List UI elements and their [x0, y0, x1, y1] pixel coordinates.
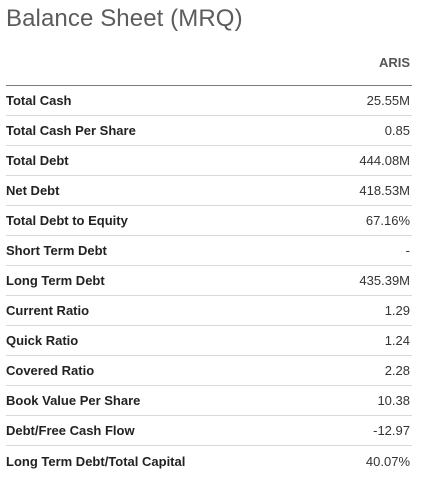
metric-column-header	[6, 40, 299, 86]
page-title: Balance Sheet (MRQ)	[6, 5, 243, 32]
row-label: Long Term Debt/Total Capital	[6, 454, 186, 469]
row-label: Current Ratio	[6, 295, 299, 326]
table-row: Covered Ratio 2.28	[6, 355, 412, 386]
table-header-row: ARIS	[6, 40, 412, 86]
row-value: 10.38	[298, 385, 412, 416]
row-value: 67.16%	[298, 205, 412, 236]
row-value: 1.29	[298, 295, 412, 326]
row-label: Debt/Free Cash Flow	[6, 415, 299, 446]
row-value: 418.53M	[298, 175, 412, 206]
table-row: Current Ratio 1.29	[6, 295, 412, 326]
row-value: 2.28	[298, 355, 412, 386]
row-value: -12.97	[298, 415, 412, 446]
table-header: ARIS	[6, 40, 412, 86]
row-label: Total Cash	[6, 85, 299, 116]
row-label: Long Term Debt	[6, 265, 299, 296]
row-label: Short Term Debt	[6, 235, 299, 266]
table-row: Total Debt to Equity 67.16%	[6, 205, 412, 236]
table-row: Debt/Free Cash Flow -12.97	[6, 415, 412, 446]
row-value: 435.39M	[298, 265, 412, 296]
table-row: Net Debt 418.53M	[6, 175, 412, 206]
table-row: Book Value Per Share 10.38	[6, 385, 412, 416]
table-row: Short Term Debt -	[6, 235, 412, 266]
row-label: Covered Ratio	[6, 355, 299, 386]
table-row: Total Cash 25.55M	[6, 85, 412, 116]
row-value: 0.85	[298, 115, 412, 146]
table-row: Long Term Debt/Total Capital 40.07%	[6, 446, 412, 478]
table-row: Quick Ratio 1.24	[6, 325, 412, 356]
row-label: Quick Ratio	[6, 325, 299, 356]
row-value: 444.08M	[298, 145, 412, 176]
row-value: 25.55M	[298, 85, 412, 116]
ticker-column-header: ARIS	[298, 40, 412, 86]
row-label: Total Cash Per Share	[6, 115, 299, 146]
balance-sheet-table: ARIS Total Cash 25.55M Total Cash Per Sh…	[6, 40, 412, 477]
row-label: Book Value Per Share	[6, 385, 299, 416]
row-label: Total Debt to Equity	[6, 205, 299, 236]
row-value: 40.07%	[365, 454, 410, 469]
row-value: 1.24	[298, 325, 412, 356]
table-row: Total Debt 444.08M	[6, 145, 412, 176]
table-row: Long Term Debt 435.39M	[6, 265, 412, 296]
table-row: Total Cash Per Share 0.85	[6, 115, 412, 146]
row-label: Net Debt	[6, 175, 299, 206]
row-label: Total Debt	[6, 145, 299, 176]
table-body: Total Cash 25.55M Total Cash Per Share 0…	[6, 85, 412, 478]
row-value: -	[298, 235, 412, 266]
